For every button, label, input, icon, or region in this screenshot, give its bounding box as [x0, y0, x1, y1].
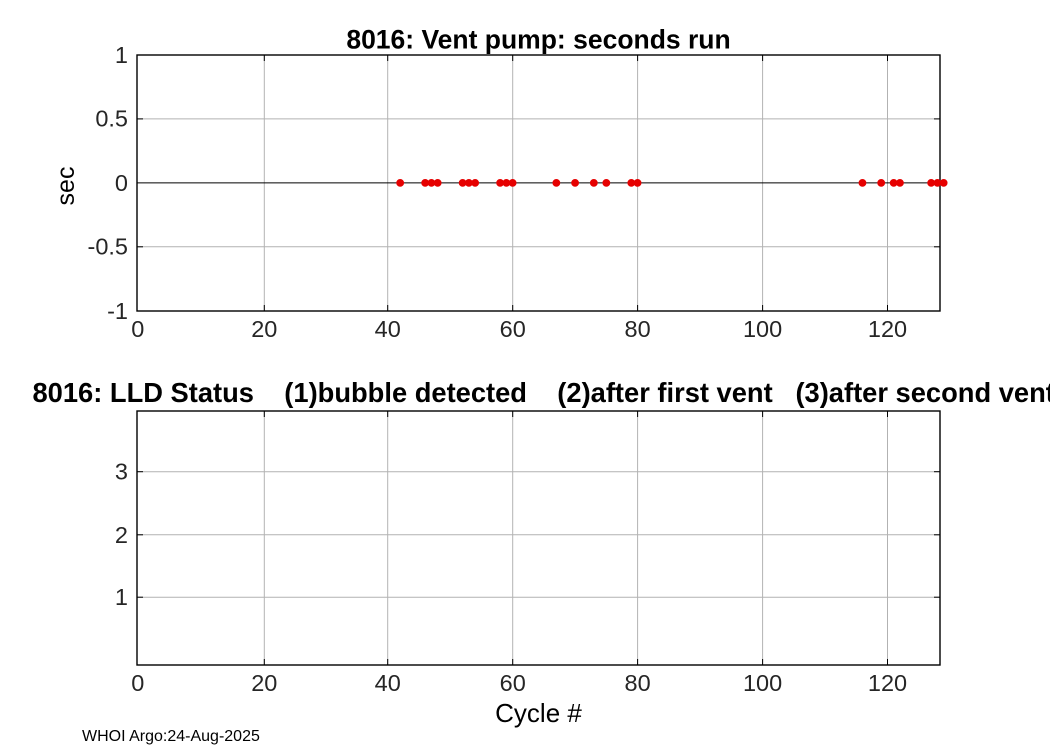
svg-text:0: 0 [131, 670, 144, 696]
svg-text:2: 2 [115, 522, 128, 548]
svg-text:0: 0 [115, 170, 128, 196]
svg-text:Cycle #: Cycle # [495, 698, 582, 728]
svg-text:80: 80 [625, 670, 651, 696]
svg-text:-0.5: -0.5 [88, 234, 129, 260]
svg-text:40: 40 [375, 670, 401, 696]
svg-text:0.5: 0.5 [95, 106, 128, 132]
svg-text:8016: LLD Status (1)bubble: 8016: LLD Status (1)bubble detected (2)a… [33, 377, 1050, 408]
svg-text:60: 60 [500, 670, 526, 696]
svg-text:1: 1 [115, 42, 128, 68]
svg-text:100: 100 [743, 316, 782, 342]
svg-text:3: 3 [115, 459, 128, 485]
svg-text:80: 80 [625, 316, 651, 342]
svg-text:20: 20 [251, 670, 277, 696]
svg-text:0: 0 [131, 316, 144, 342]
svg-text:-1: -1 [107, 298, 128, 324]
svg-text:20: 20 [251, 316, 277, 342]
svg-text:8016: Vent pump: seconds run: 8016: Vent pump: seconds run [346, 25, 730, 55]
svg-text:40: 40 [375, 316, 401, 342]
svg-text:120: 120 [868, 670, 907, 696]
svg-text:100: 100 [743, 670, 782, 696]
svg-text:1: 1 [115, 584, 128, 610]
svg-text:WHOI Argo:24-Aug-2025: WHOI Argo:24-Aug-2025 [82, 728, 260, 745]
svg-text:60: 60 [500, 316, 526, 342]
svg-text:sec: sec [52, 167, 80, 206]
svg-text:120: 120 [868, 316, 907, 342]
